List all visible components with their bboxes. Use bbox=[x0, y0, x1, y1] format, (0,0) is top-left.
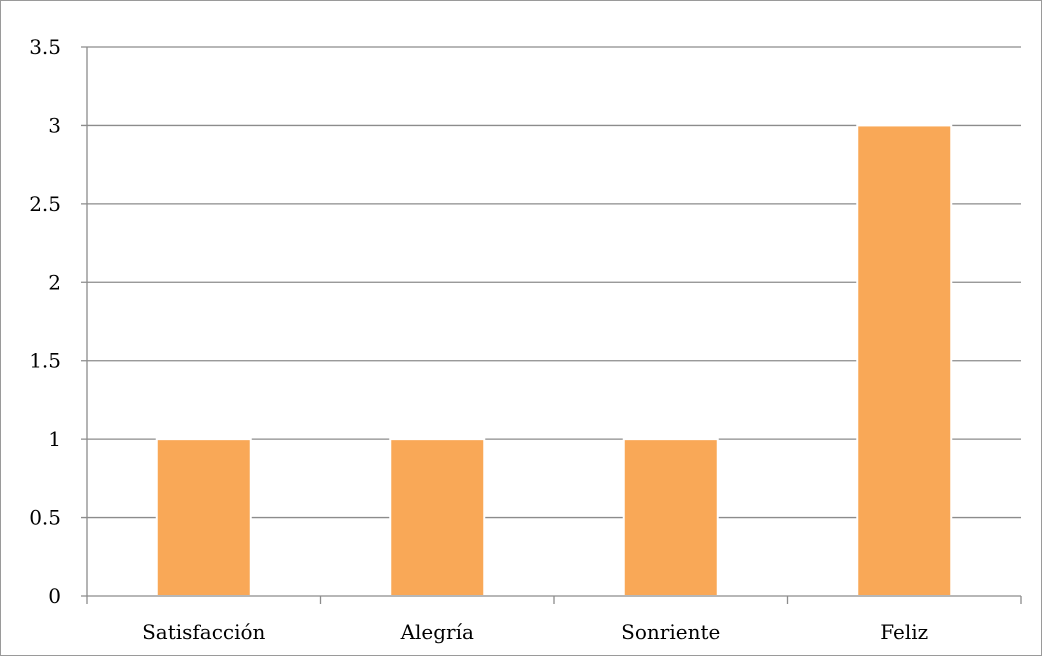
y-tick-label: 0.5 bbox=[29, 506, 61, 530]
x-category-label: Alegría bbox=[400, 620, 474, 644]
axes bbox=[81, 47, 1022, 604]
y-tick-label: 1 bbox=[48, 427, 61, 451]
bar bbox=[389, 438, 486, 597]
y-tick-label: 1.5 bbox=[29, 349, 61, 373]
x-category-label: Sonriente bbox=[621, 620, 720, 644]
y-tick-label: 2 bbox=[48, 270, 61, 294]
x-category-label: Satisfacción bbox=[142, 620, 265, 644]
y-tick-label: 2.5 bbox=[29, 192, 61, 216]
bar bbox=[155, 438, 252, 597]
x-category-label: Feliz bbox=[880, 620, 928, 644]
bar bbox=[622, 438, 719, 597]
y-tick-label: 3 bbox=[48, 113, 61, 137]
bar bbox=[856, 124, 953, 598]
y-tick-label: 3.5 bbox=[29, 35, 61, 59]
labels: 0 0.5 1 1.5 2 2.5 3 3.5 Satisfacción Alegría Sonri… bbox=[29, 35, 928, 644]
bars bbox=[155, 124, 953, 598]
y-tick-label: 0 bbox=[48, 584, 61, 608]
